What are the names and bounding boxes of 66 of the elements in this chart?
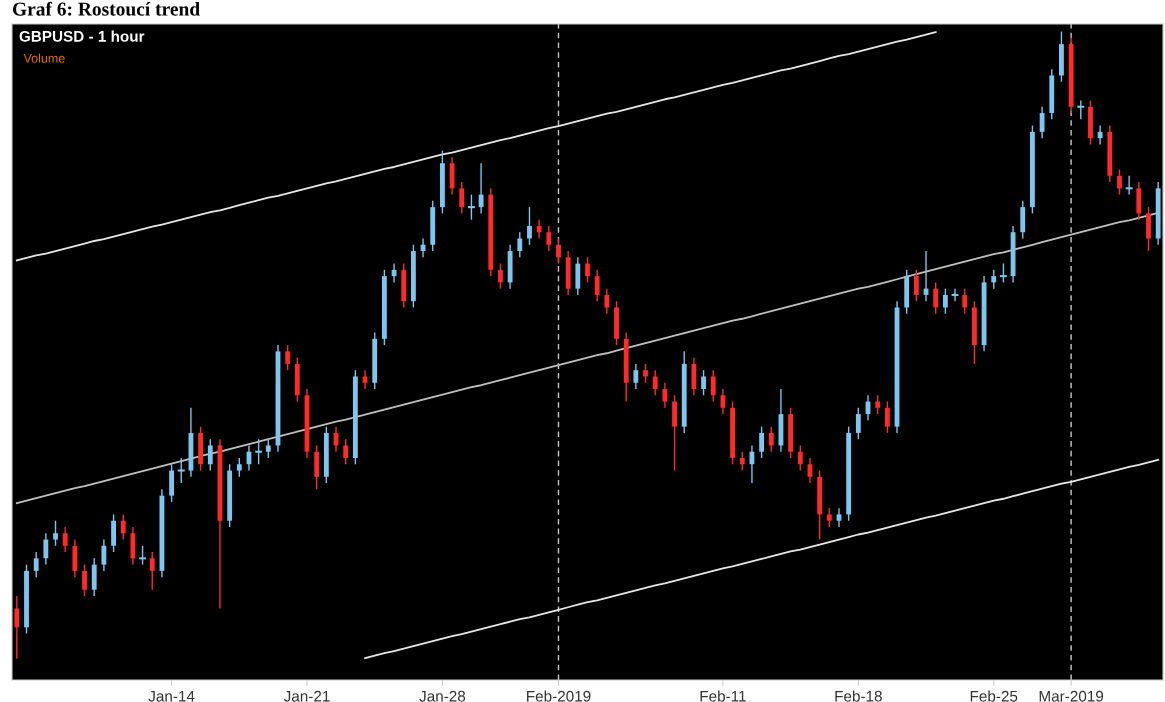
- x-tick-label: Feb-2019: [527, 690, 591, 702]
- candlestick: [265, 438, 271, 459]
- candlestick: [604, 287, 610, 315]
- candlestick: [884, 400, 890, 434]
- candlestick: [991, 269, 997, 290]
- x-tick-label: Jan-21: [283, 690, 330, 702]
- candlestick: [913, 269, 919, 302]
- candlestick: [1077, 99, 1085, 121]
- candlestick: [1097, 124, 1103, 146]
- candlestick: [875, 394, 881, 415]
- candlestick: [1117, 168, 1122, 196]
- x-tick-label: Jan-14: [148, 690, 195, 702]
- candlestick: [797, 444, 803, 472]
- candlestick: [517, 231, 523, 258]
- candlestick: [942, 287, 948, 315]
- candlestick: [498, 262, 503, 290]
- candlestick: [652, 369, 658, 396]
- candlestick: [478, 162, 484, 215]
- candlestick: [343, 438, 349, 465]
- candlestick: [459, 181, 465, 215]
- x-tick-label: Mar-2019: [1039, 690, 1104, 702]
- chart-title: Graf 6: Rostoucí trend: [12, 1, 200, 16]
- candlestick: [255, 438, 263, 465]
- candlestick: [951, 287, 959, 302]
- candlestick: [720, 388, 726, 415]
- candlestick: [643, 363, 648, 384]
- annotation: Volume: [23, 53, 65, 63]
- candlestick: [739, 451, 745, 472]
- candlestick: [759, 425, 765, 459]
- candlestick: [101, 538, 107, 572]
- candlestick: [855, 407, 861, 440]
- candlestick: [177, 457, 185, 484]
- x-tick-label: Feb-18: [835, 690, 882, 702]
- candlestick: [43, 532, 49, 566]
- x-tick-label: Feb-25: [970, 690, 1018, 702]
- chart-subtitle: GBPUSD - 1 hour: [19, 30, 145, 42]
- candlestick: [62, 526, 68, 553]
- candlestick: [120, 513, 126, 541]
- candlestick: [933, 281, 939, 315]
- candlestick: [826, 507, 832, 528]
- candlestick: [594, 269, 600, 302]
- candlestick: [53, 520, 58, 547]
- candlestick: [207, 438, 213, 472]
- x-tick-label: Jan-28: [419, 690, 466, 702]
- candlestick: [1039, 106, 1045, 139]
- candlestick: [1125, 175, 1133, 196]
- candlestick: [527, 206, 532, 246]
- candlestick: [546, 225, 552, 252]
- candlestick: [836, 507, 842, 528]
- candlestick: [962, 287, 968, 315]
- x-tick-label: Feb-11: [700, 690, 746, 702]
- candlestick: [710, 369, 716, 403]
- candlestick: [662, 382, 668, 409]
- candlestick: [585, 256, 590, 284]
- candlestick: [33, 551, 39, 578]
- candlestick: [149, 551, 155, 591]
- candlestick: [768, 425, 774, 453]
- candlestick: [285, 344, 291, 371]
- candlestick: [82, 563, 87, 597]
- candlestick: [633, 363, 639, 390]
- candlestick: [701, 369, 706, 396]
- candlestick: [536, 218, 542, 240]
- candlestick: [14, 595, 20, 660]
- candlestick: [362, 369, 368, 390]
- candlestick: [556, 237, 561, 265]
- candlestick: [236, 457, 242, 478]
